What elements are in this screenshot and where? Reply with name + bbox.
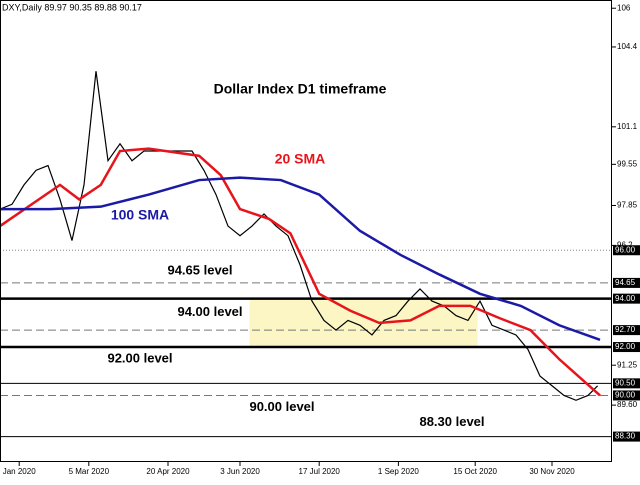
x-tick-label: 30 Nov 2020 xyxy=(529,467,575,476)
level-tag xyxy=(613,378,640,389)
level-label: 94.65 level xyxy=(167,262,232,277)
level-tag-label: 90.50 xyxy=(615,378,636,387)
x-tick-label: 5 Mar 2020 xyxy=(69,467,110,476)
level-label: 94.00 level xyxy=(177,304,242,319)
y-tick-label: 91.25 xyxy=(617,360,638,369)
level-tag-label: 92.70 xyxy=(615,325,636,334)
level-label: 92.00 level xyxy=(107,350,172,365)
y-tick-label: 106 xyxy=(617,3,631,12)
level-tag-label: 96.00 xyxy=(615,245,636,254)
level-tag xyxy=(613,293,640,304)
legend-label: 20 SMA xyxy=(275,151,326,167)
y-tick-label: 104.4 xyxy=(617,42,638,51)
chart-title: Dollar Index D1 timeframe xyxy=(214,81,387,97)
series-line xyxy=(0,147,601,397)
chart-header: DXY,Daily 89.97 90.35 89.88 90.17 xyxy=(2,2,142,12)
x-tick-label: 15 Oct 2020 xyxy=(453,467,497,476)
plot-frame xyxy=(0,0,612,462)
series-line xyxy=(0,71,599,401)
level-tag xyxy=(613,277,640,288)
level-tag xyxy=(613,245,640,256)
legend-label: 100 SMA xyxy=(111,207,169,223)
y-tick-label: 97.85 xyxy=(617,201,638,210)
level-label: 88.30 level xyxy=(419,414,484,429)
level-tag xyxy=(613,390,640,401)
level-tag-label: 88.30 xyxy=(615,432,636,441)
level-tag xyxy=(613,325,640,336)
y-tick-label: 89.60 xyxy=(617,400,638,409)
level-tag xyxy=(613,342,640,353)
x-tick-label: Jan 2020 xyxy=(3,467,36,476)
level-tag-label: 94.65 xyxy=(615,278,636,287)
level-tag-label: 90.00 xyxy=(615,391,636,400)
level-label: 90.00 level xyxy=(249,399,314,414)
level-tag xyxy=(613,431,640,442)
x-tick-label: 17 Jul 2020 xyxy=(299,467,341,476)
y-tick-label: 101.1 xyxy=(617,122,638,131)
y-tick-label: 99.55 xyxy=(617,159,638,168)
x-tick-label: 20 Apr 2020 xyxy=(146,467,190,476)
x-tick-label: 1 Sep 2020 xyxy=(378,467,419,476)
x-tick-label: 3 Jun 2020 xyxy=(220,467,260,476)
series-line xyxy=(0,176,601,341)
level-tag-label: 94.00 xyxy=(615,294,636,303)
y-tick-label: 96.2 xyxy=(617,241,633,250)
level-tag-label: 92.00 xyxy=(615,342,636,351)
